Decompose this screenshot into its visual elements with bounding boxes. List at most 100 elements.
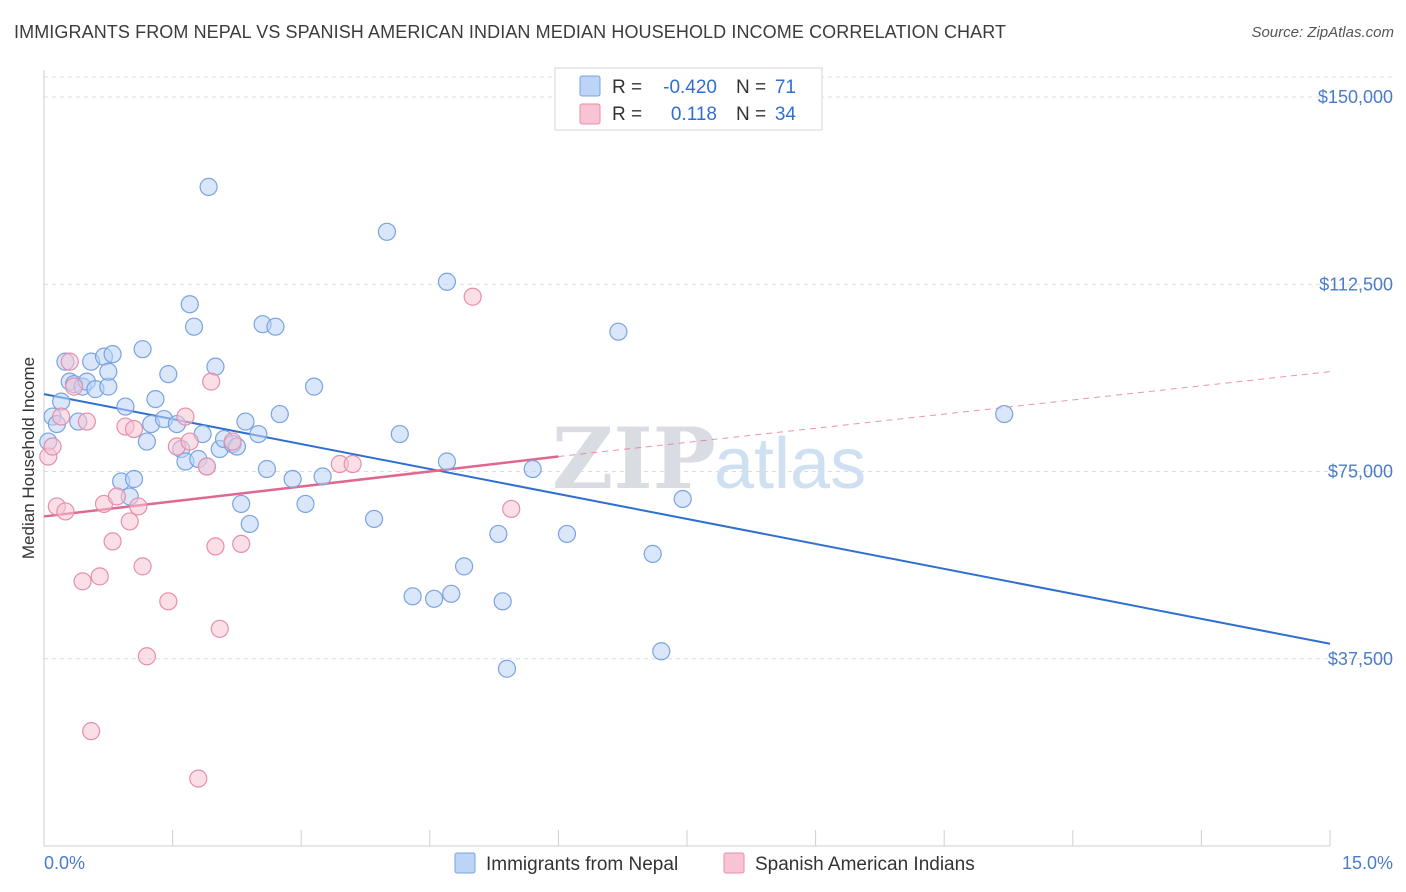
series-nepal-points (39, 177, 1014, 678)
point-nepal-60 (454, 557, 474, 576)
legend-n-label-nepal: N = (736, 77, 771, 98)
legend-r-label-nepal: R = (612, 77, 647, 98)
point-nepal-53 (377, 222, 397, 241)
point-nepal-58 (437, 272, 457, 291)
y-axis-label: Median Household Income (19, 357, 38, 559)
point-sai-28 (210, 619, 229, 638)
point-sai-17 (129, 497, 148, 516)
point-nepal-68 (652, 642, 671, 661)
point-nepal-49 (296, 494, 315, 514)
point-sai-33 (463, 287, 482, 306)
point-nepal-17 (116, 397, 135, 416)
point-nepal-42 (240, 514, 259, 534)
point-nepal-23 (146, 389, 165, 409)
bottom-legend: Immigrants from Nepal Spanish American I… (454, 852, 975, 875)
bottom-legend-swatch-nepal (454, 852, 476, 874)
point-nepal-20 (133, 340, 152, 359)
point-nepal-45 (257, 459, 277, 479)
y-tick-label-3: $150,000 (1318, 87, 1393, 107)
point-nepal-69 (673, 489, 692, 509)
point-nepal-40 (232, 494, 251, 514)
point-nepal-51 (313, 467, 332, 486)
y-axis-tick-labels: $37,500 $75,000 $112,500 $150,000 (1318, 87, 1393, 669)
bottom-legend-label-nepal: Immigrants from Nepal (486, 854, 678, 875)
point-nepal-59 (442, 584, 461, 603)
point-sai-9 (82, 722, 101, 741)
point-nepal-70 (995, 404, 1014, 424)
point-sai-10 (90, 567, 109, 586)
legend-r-value-sai: 0.118 (671, 104, 717, 125)
point-sai-26 (202, 372, 221, 391)
point-nepal-19 (124, 469, 144, 489)
point-sai-5 (60, 352, 79, 371)
x-tick-label-min: 0.0% (44, 853, 85, 873)
watermark-zip: ZIP (552, 409, 716, 508)
point-sai-7 (73, 572, 92, 591)
point-sai-32 (343, 454, 362, 474)
point-nepal-47 (270, 404, 289, 424)
point-nepal-48 (283, 469, 302, 489)
y-tick-label-0: $37,500 (1328, 649, 1393, 669)
point-nepal-21 (137, 432, 156, 451)
legend-n-value-sai: 34 (775, 104, 797, 125)
bottom-legend-swatch-sai (723, 852, 745, 874)
bottom-legend-label-sai: Spanish American Indians (755, 854, 975, 875)
point-nepal-46 (266, 317, 285, 336)
stats-legend-swatch-sai (579, 103, 601, 125)
point-nepal-55 (403, 587, 422, 606)
point-sai-4 (56, 502, 75, 521)
point-nepal-35 (206, 357, 225, 376)
point-sai-3 (52, 407, 71, 426)
point-nepal-66 (609, 322, 628, 341)
grid-lines (44, 76, 1395, 660)
point-sai-23 (180, 432, 199, 451)
point-nepal-29 (180, 295, 199, 314)
stats-legend: R = -0.420 N = 71 R = 0.118 N = 34 (554, 67, 823, 131)
legend-n-label-sai: N = (736, 104, 771, 125)
point-sai-25 (197, 457, 216, 476)
source-credit: Source: ZipAtlas.com (1251, 24, 1394, 41)
point-nepal-25 (159, 365, 178, 384)
watermark-atlas: atlas (714, 424, 866, 504)
point-nepal-67 (643, 544, 662, 563)
point-sai-24 (189, 769, 208, 788)
point-sai-8 (77, 412, 96, 431)
point-sai-20 (159, 592, 178, 611)
point-sai-16 (124, 419, 144, 439)
series-spanish-american-indian-points (39, 287, 521, 788)
point-nepal-56 (424, 589, 444, 608)
point-nepal-57 (437, 452, 457, 471)
point-sai-19 (137, 647, 156, 666)
legend-r-label-sai: R = (612, 104, 647, 125)
x-tick-label-max: 15.0% (1342, 853, 1393, 873)
point-nepal-50 (304, 377, 324, 396)
point-nepal-15 (103, 345, 122, 364)
point-nepal-43 (249, 424, 268, 444)
point-nepal-34 (199, 177, 218, 196)
point-nepal-62 (493, 592, 512, 611)
legend-r-value-nepal: -0.420 (663, 77, 717, 98)
y-tick-label-1: $75,000 (1328, 462, 1393, 482)
point-sai-30 (232, 534, 251, 554)
point-sai-12 (103, 532, 122, 551)
trend-line-sai-extension (558, 371, 1331, 458)
point-nepal-14 (99, 362, 118, 381)
point-sai-15 (120, 512, 139, 531)
legend-n-value-nepal: 71 (775, 77, 796, 98)
point-nepal-64 (523, 459, 542, 479)
point-nepal-63 (497, 659, 517, 678)
point-nepal-65 (557, 524, 577, 544)
stats-legend-swatch-nepal (579, 75, 601, 97)
point-sai-27 (206, 537, 225, 556)
point-nepal-41 (236, 412, 255, 431)
point-sai-29 (223, 432, 242, 451)
point-sai-18 (133, 557, 152, 576)
x-axis-ticks (43, 830, 1331, 846)
point-nepal-54 (390, 424, 409, 444)
point-sai-22 (176, 407, 195, 426)
y-tick-label-2: $112,500 (1319, 274, 1393, 294)
point-sai-34 (502, 499, 521, 519)
point-sai-13 (107, 487, 126, 506)
point-sai-1 (43, 437, 62, 456)
